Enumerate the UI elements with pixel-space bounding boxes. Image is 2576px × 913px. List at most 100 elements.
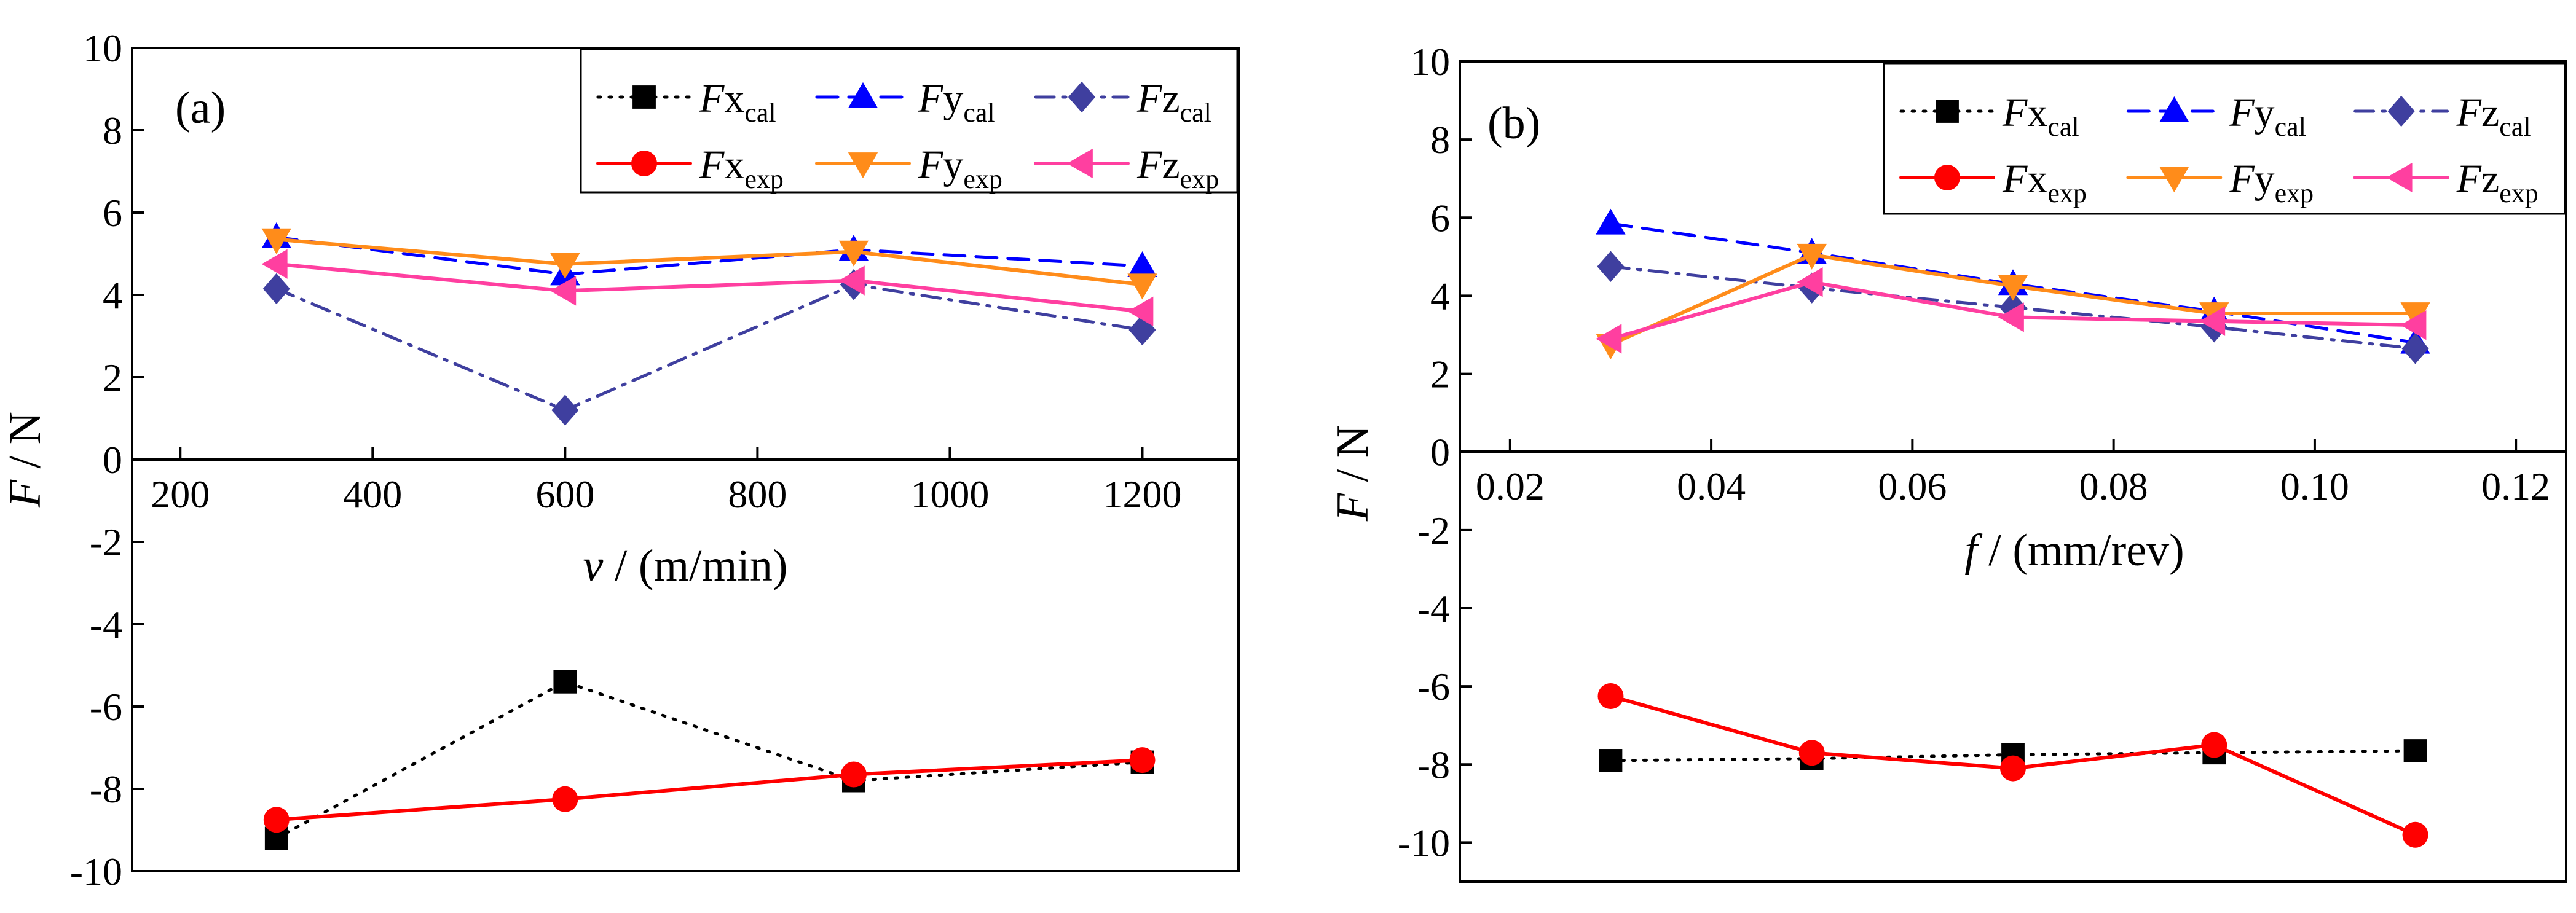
x-axis-title: v / (m/min) — [583, 541, 788, 591]
series-line-fy-exp — [274, 237, 1144, 287]
data-point-fx-exp — [2201, 732, 2227, 758]
y-tick-label: 6 — [103, 191, 122, 235]
legend: Fxcal Fycal Fzcal Fxexp Fyexp Fzexp — [1883, 62, 2566, 215]
y-tick-label: -4 — [90, 603, 122, 646]
data-point-fz-cal — [551, 394, 579, 426]
data-point-fx-exp — [263, 807, 290, 833]
legend-entry: Fyexp — [918, 143, 1002, 194]
y-tick-label: 6 — [1430, 196, 1450, 240]
x-tick-label: 0.08 — [2079, 464, 2148, 508]
series-line-fy-cal — [275, 235, 1144, 276]
legend-entry: Fxexp — [2002, 157, 2087, 208]
legend-entry: Fxcal — [699, 76, 776, 128]
data-point-fz-exp — [550, 276, 577, 306]
data-point-fx-cal — [2403, 739, 2427, 762]
legend-box — [1883, 62, 2566, 215]
data-point-fy-cal — [1596, 208, 1626, 235]
y-tick-label: 0 — [103, 438, 122, 482]
legend-entry: Fzcal — [2456, 90, 2531, 142]
y-axis-title: F / N — [0, 412, 50, 508]
legend-marker — [632, 85, 656, 109]
y-tick-label: 10 — [83, 26, 122, 70]
x-tick-label: 1000 — [910, 472, 989, 516]
data-point-fy-cal — [1127, 251, 1157, 277]
data-point-fz-exp — [1127, 296, 1154, 326]
data-point-fy-exp — [550, 253, 580, 279]
legend-entry: Fzexp — [1136, 143, 1219, 194]
y-tick-label: -8 — [90, 767, 122, 811]
legend-marker — [1934, 165, 1960, 190]
x-tick-label: 800 — [728, 472, 787, 516]
series-line-fx-cal — [1609, 749, 2417, 762]
y-tick-label: -6 — [1417, 665, 1450, 708]
y-tick-label: 4 — [1430, 274, 1450, 318]
series-line-fz-exp — [274, 262, 1144, 313]
legend-marker — [848, 82, 878, 108]
legend-marker — [631, 151, 657, 176]
legend-entry: Fxexp — [699, 143, 784, 194]
legend-marker — [2159, 96, 2189, 122]
y-tick-label: 8 — [1430, 118, 1450, 162]
y-tick-label: -2 — [90, 520, 122, 564]
y-tick-label: 2 — [1430, 353, 1450, 396]
legend-entry: Fzexp — [2456, 157, 2539, 208]
x-tick-label: 0.10 — [2280, 464, 2349, 508]
x-tick-label: 0.06 — [1878, 464, 1947, 508]
data-point-fy-exp — [1998, 275, 2028, 301]
data-point-fy-exp — [2400, 302, 2430, 329]
y-tick-label: -2 — [1417, 509, 1450, 552]
legend-entry: Fyexp — [2229, 157, 2314, 208]
series-line-fx-cal — [275, 680, 1144, 840]
data-point-fz-exp — [2400, 310, 2427, 340]
data-point-fx-exp — [1798, 740, 1825, 766]
legend: Fxcal Fycal Fzcal Fxexp Fyexp Fzexp — [580, 48, 1239, 194]
y-tick-label: 8 — [103, 109, 122, 152]
series-line-fx-exp — [274, 758, 1144, 822]
x-tick-label: 0.12 — [2481, 464, 2550, 508]
x-tick-label: 1200 — [1103, 472, 1181, 516]
y-tick-label: 2 — [103, 356, 122, 399]
y-tick-label: -4 — [1417, 587, 1450, 630]
legend-entry: Fxcal — [2002, 90, 2079, 142]
y-tick-label: -10 — [70, 850, 122, 893]
x-tick-label: 200 — [151, 472, 210, 516]
y-tick-label: -8 — [1417, 743, 1450, 786]
legend-marker — [1066, 148, 1093, 179]
y-tick-label: 10 — [1411, 40, 1450, 84]
data-point-fz-exp — [261, 249, 288, 279]
data-point-fz-exp — [838, 265, 865, 296]
y-tick-label: -10 — [1398, 821, 1450, 864]
data-point-fx-exp — [1129, 747, 1156, 774]
series-line-fz-cal — [275, 283, 1144, 412]
y-tick-label: 4 — [103, 273, 122, 317]
data-point-fx-exp — [2000, 755, 2026, 782]
x-tick-label: 600 — [535, 472, 594, 516]
y-tick-label: 0 — [1430, 431, 1450, 474]
data-point-fz-exp — [1797, 267, 1823, 297]
data-point-fz-cal — [262, 273, 290, 305]
data-point-fx-cal — [553, 670, 577, 694]
x-tick-label: 0.04 — [1677, 464, 1746, 508]
y-tick-label: -6 — [90, 685, 122, 729]
chart-panel-a: -10 -8 -6 -4 -2 0 2 4 6 8 10 200 400 600 800 1000 1200 v … — [0, 26, 1240, 893]
data-point-fx-exp — [552, 786, 578, 812]
legend-marker — [2159, 167, 2189, 193]
data-point-fx-cal — [1599, 749, 1623, 772]
data-point-fz-cal — [1597, 251, 1625, 282]
legend-box — [580, 48, 1239, 194]
legend-entry: Fzcal — [1136, 76, 1211, 128]
legend-entry: Fycal — [2229, 90, 2306, 142]
x-tick-label: 0.02 — [1476, 464, 1545, 508]
data-point-fz-exp — [1596, 324, 1622, 354]
x-tick-label: 400 — [343, 472, 402, 516]
data-point-fx-exp — [2402, 821, 2428, 848]
data-point-fy-exp — [1797, 243, 1827, 270]
data-point-fy-exp — [261, 228, 291, 254]
data-point-fx-exp — [840, 761, 867, 788]
legend-marker — [1936, 100, 1959, 123]
data-point-fy-exp — [838, 240, 869, 267]
panel-label: (b) — [1487, 98, 1540, 149]
x-axis-title: f / (mm/rev) — [1964, 525, 2184, 576]
panel-label: (a) — [175, 83, 226, 133]
